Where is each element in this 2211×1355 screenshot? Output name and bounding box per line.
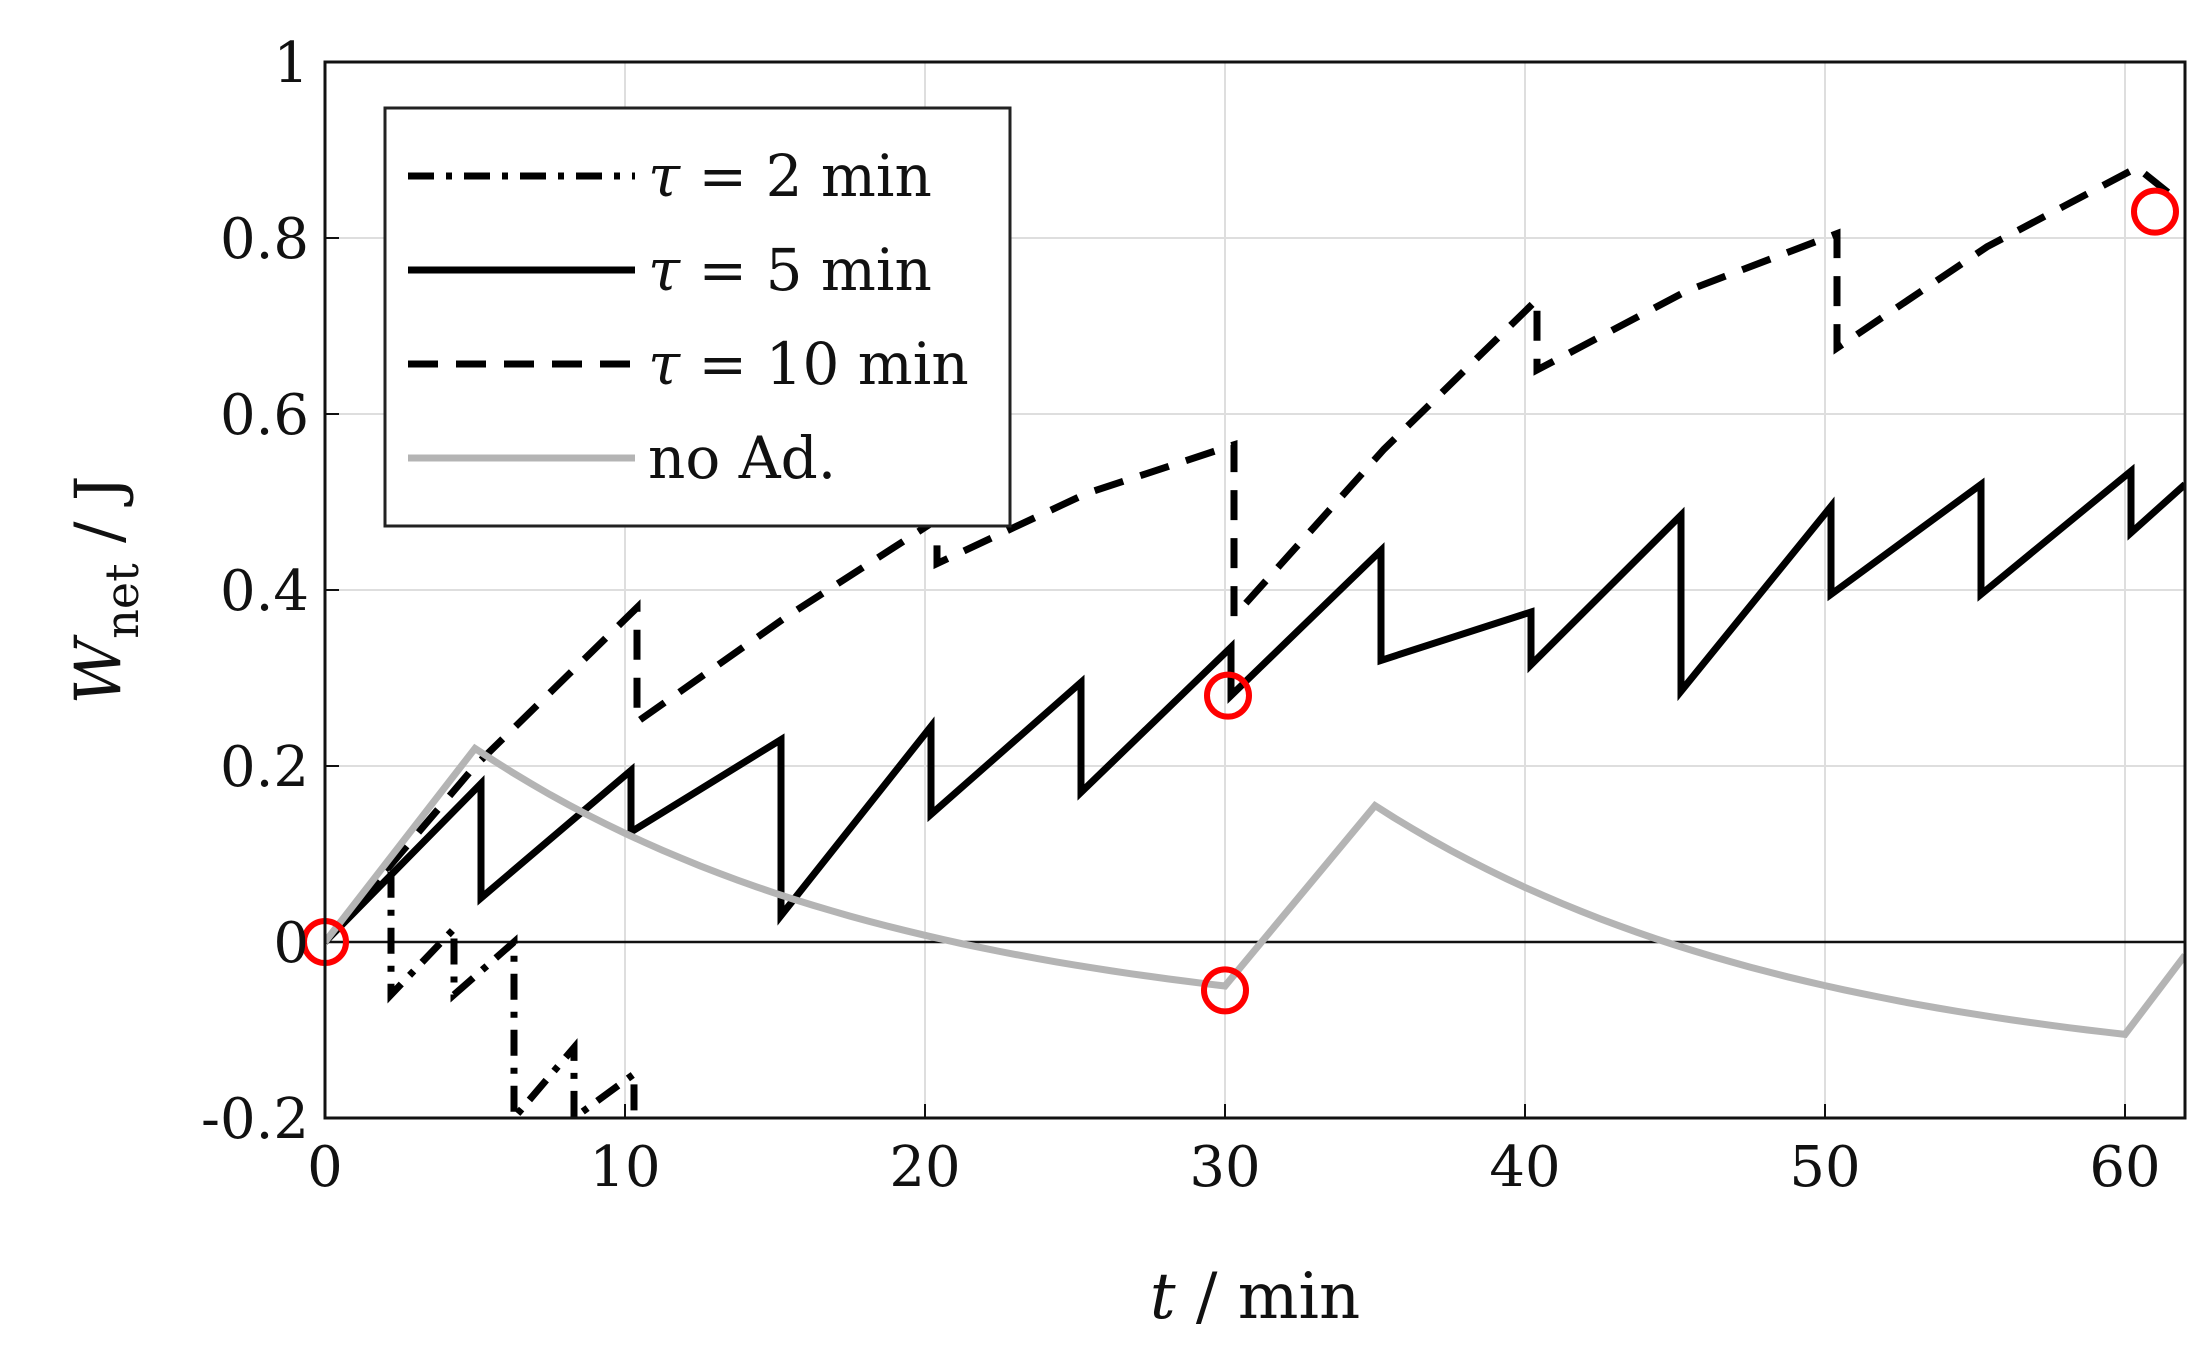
y-tick-label: -0.2 (201, 1087, 309, 1152)
x-tick-label: 40 (1489, 1135, 1560, 1200)
highlight-marker (1201, 966, 1249, 1015)
series-line--10-min (325, 163, 2173, 945)
plot-frame (323, 60, 2187, 1120)
x-tick-label: 20 (889, 1135, 960, 1200)
y-tick-label: 0.6 (220, 383, 309, 448)
legend-label: τ = 10 min (648, 330, 969, 398)
highlight-marker (1204, 671, 1252, 720)
series-line--2-min (325, 853, 638, 1118)
tick-labels: 0 10 20 30 40 50 60-0.200.20.40.60.81 (201, 31, 2161, 1200)
y-tick-label: 0.4 (220, 559, 309, 624)
y-axis-label: Wnet / J (62, 475, 149, 704)
y-tick-label: 0.8 (220, 207, 309, 272)
markers (301, 187, 2179, 1015)
x-tick-label: 30 (1189, 1135, 1260, 1200)
x-axis-label: t / min (1150, 1260, 1360, 1334)
x-tick-label: 50 (1789, 1135, 1860, 1200)
highlight-marker (2131, 187, 2179, 236)
legend-label: τ = 2 min (648, 142, 932, 210)
legend-label: no Ad. (648, 424, 836, 492)
x-tick-label: 0 (307, 1135, 343, 1200)
series-line-no-ad- (325, 743, 2185, 1039)
x-tick-label: 10 (589, 1135, 660, 1200)
axis-labels: t / min Wnet / J (62, 475, 1360, 1334)
legend: τ = 2 min τ = 5 min τ = 10 min no Ad. (383, 106, 1012, 528)
y-tick-label: 0.2 (220, 735, 309, 800)
legend-label: τ = 5 min (648, 236, 932, 304)
x-tick-label: 60 (2089, 1135, 2160, 1200)
y-tick-label: 0 (273, 911, 309, 976)
y-tick-label: 1 (273, 31, 309, 96)
series-line--5-min (325, 463, 2185, 945)
series-lines (325, 163, 2185, 1118)
